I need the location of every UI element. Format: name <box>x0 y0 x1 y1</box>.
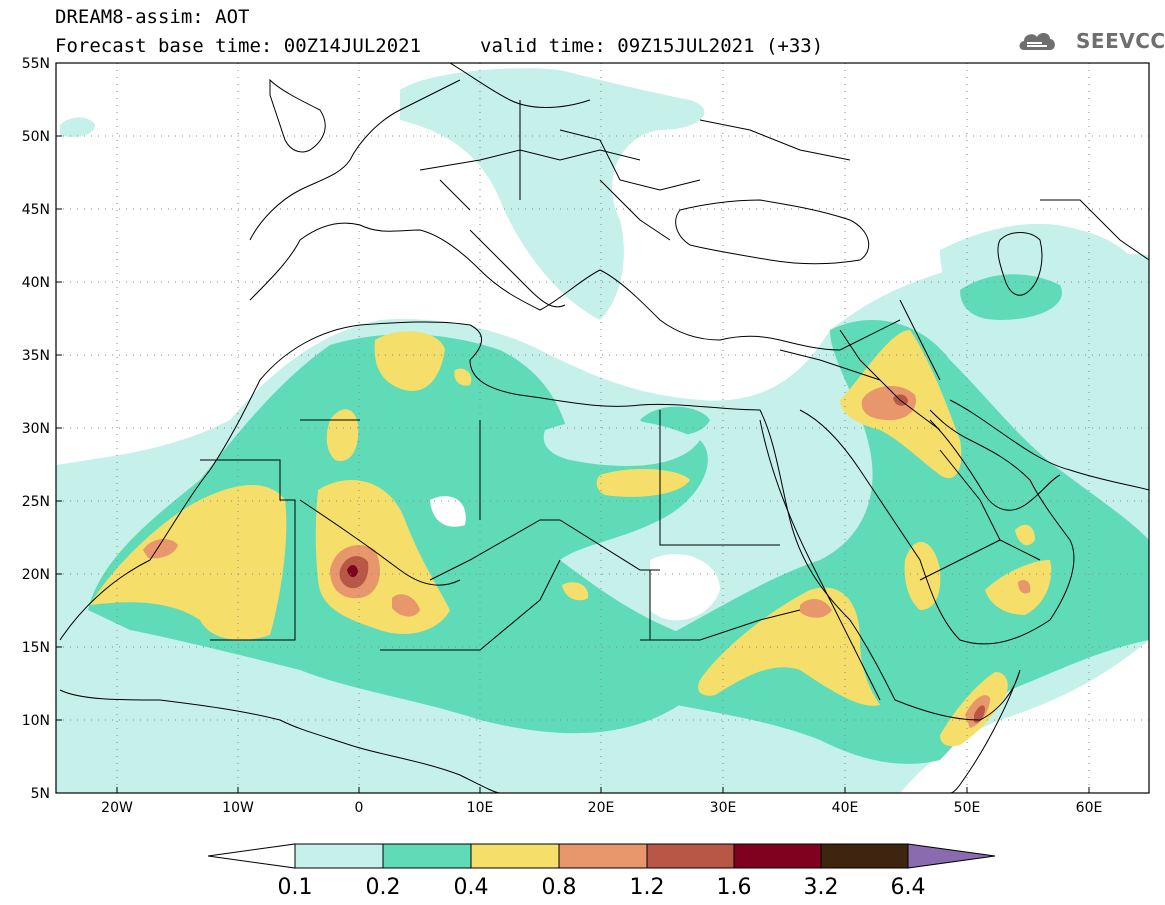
europe-borders <box>419 100 851 241</box>
lat-label-15n: 15N <box>22 640 50 656</box>
colorbar-segment-0-4 <box>470 843 560 869</box>
lat-label-45n: 45N <box>22 202 50 218</box>
aot-band-0-8-mauritania <box>143 538 178 559</box>
aot-band-0-4-chad <box>562 582 589 601</box>
colorbar <box>207 843 996 869</box>
axis-ticks <box>56 62 1090 794</box>
aot-shading <box>56 68 1149 793</box>
lon-label-50e: 50E <box>954 800 981 816</box>
lon-label-20e: 20E <box>588 800 615 816</box>
colorbar-label: 3.2 <box>804 875 839 900</box>
lat-label-5n: 5N <box>31 786 50 802</box>
colorbar-label: 0.8 <box>542 875 577 900</box>
aot-band-0-4-oman <box>985 560 1052 615</box>
colorbar-labels: 0.1 0.2 0.4 0.8 1.2 1.6 3.2 6.4 <box>278 875 926 900</box>
lon-label-10e: 10E <box>467 800 494 816</box>
colorbar-high-arrow <box>907 843 996 869</box>
seevccc-cloud-logo-icon <box>1019 33 1055 50</box>
aot-gap-egypt <box>543 419 700 466</box>
lat-label-20n: 20N <box>22 567 50 583</box>
lon-label-30e: 30E <box>710 800 737 816</box>
border-lines <box>200 410 801 651</box>
lat-label-40n: 40N <box>22 275 50 291</box>
aot-band-0-4-sudan <box>698 587 880 706</box>
red-sea-west <box>759 419 881 701</box>
lat-label-50n: 50N <box>22 129 50 145</box>
colorbar-low-arrow <box>207 843 296 869</box>
aot-band-0-4-mauritania <box>90 485 287 640</box>
italy <box>469 229 566 308</box>
britain <box>269 78 326 153</box>
lat-label-35n: 35N <box>22 348 50 364</box>
lon-label-10w: 10W <box>222 800 254 816</box>
aot-band-0-1-europe <box>400 68 705 321</box>
mideast-borders <box>779 199 1149 581</box>
aot-band-0-4-tunisia <box>454 368 472 386</box>
colorbar-segment-1-2 <box>646 843 735 869</box>
lon-label-60e: 60E <box>1076 800 1103 816</box>
med-north-coast <box>249 222 901 351</box>
aot-band-0-8-niger <box>392 594 420 617</box>
colorbar-label: 6.4 <box>891 875 926 900</box>
colorbar-segment-3-2 <box>820 843 909 869</box>
arabia-coast <box>799 409 1075 645</box>
aot-band-0-8-oman <box>1018 580 1031 594</box>
aot-gap-sudan <box>650 554 720 621</box>
longitude-labels: 20W 10W 0 10E 20E 30E 40E 50E 60E <box>101 800 1102 816</box>
latitude-labels: 55N 50N 45N 40N 35N 30N 25N 20N 15N 10N … <box>22 56 50 802</box>
persian-gulf <box>929 419 1061 511</box>
aot-band-0-1-nw <box>60 117 95 137</box>
lon-label-20w: 20W <box>101 800 133 816</box>
coastlines-borders <box>59 63 1149 793</box>
colorbar-label: 1.2 <box>630 875 665 900</box>
aot-band-1-6-mali <box>347 564 358 578</box>
iran-coast <box>949 399 1149 491</box>
aot-band-0-8-eritrea <box>800 598 832 618</box>
forecast-base-time: Forecast base time: 00Z14JUL2021 <box>55 35 422 57</box>
colorbar-segment-1-6 <box>733 843 822 869</box>
europe-atlantic-coast <box>249 79 461 241</box>
black-sea <box>675 199 870 265</box>
lat-label-55n: 55N <box>22 56 50 72</box>
lat-label-10n: 10N <box>22 713 50 729</box>
colorbar-label: 0.2 <box>366 875 401 900</box>
aot-band-0-2-caspian <box>960 274 1062 320</box>
colorbar-label: 1.6 <box>717 875 752 900</box>
caspian-sea <box>997 232 1043 296</box>
colorbar-label: 0.4 <box>454 875 489 900</box>
map-title: DREAM8-assim: AOT <box>55 6 250 28</box>
aot-band-0-4-uae <box>1015 524 1035 546</box>
aot-band-1-2-somalia <box>974 705 985 723</box>
lat-label-30n: 30N <box>22 421 50 437</box>
scandinavia <box>449 63 591 108</box>
colorbar-label: 0.1 <box>278 875 313 900</box>
lon-label-0: 0 <box>355 800 364 816</box>
aot-gap-algeria <box>430 496 466 527</box>
aot-band-0-8-iraq <box>861 385 916 421</box>
lon-label-40e: 40E <box>832 800 859 816</box>
lat-label-25n: 25N <box>22 494 50 510</box>
colorbar-segment-0-8 <box>558 843 648 869</box>
valid-time: valid time: 09Z15JUL2021 (+33) <box>480 35 824 57</box>
colorbar-segment-0-1 <box>294 843 384 869</box>
seevccc-logo-text: SEEVCCC <box>1076 29 1165 53</box>
graticule <box>56 63 1149 793</box>
colorbar-segment-0-2 <box>382 843 472 869</box>
aot-band-0-4-algeria-s <box>326 409 359 461</box>
africa-coastline <box>59 321 1021 793</box>
aot-band-0-4-egypt <box>596 468 690 497</box>
aot-band-0-4-algeria <box>374 331 445 391</box>
west-africa-coast <box>59 689 501 793</box>
